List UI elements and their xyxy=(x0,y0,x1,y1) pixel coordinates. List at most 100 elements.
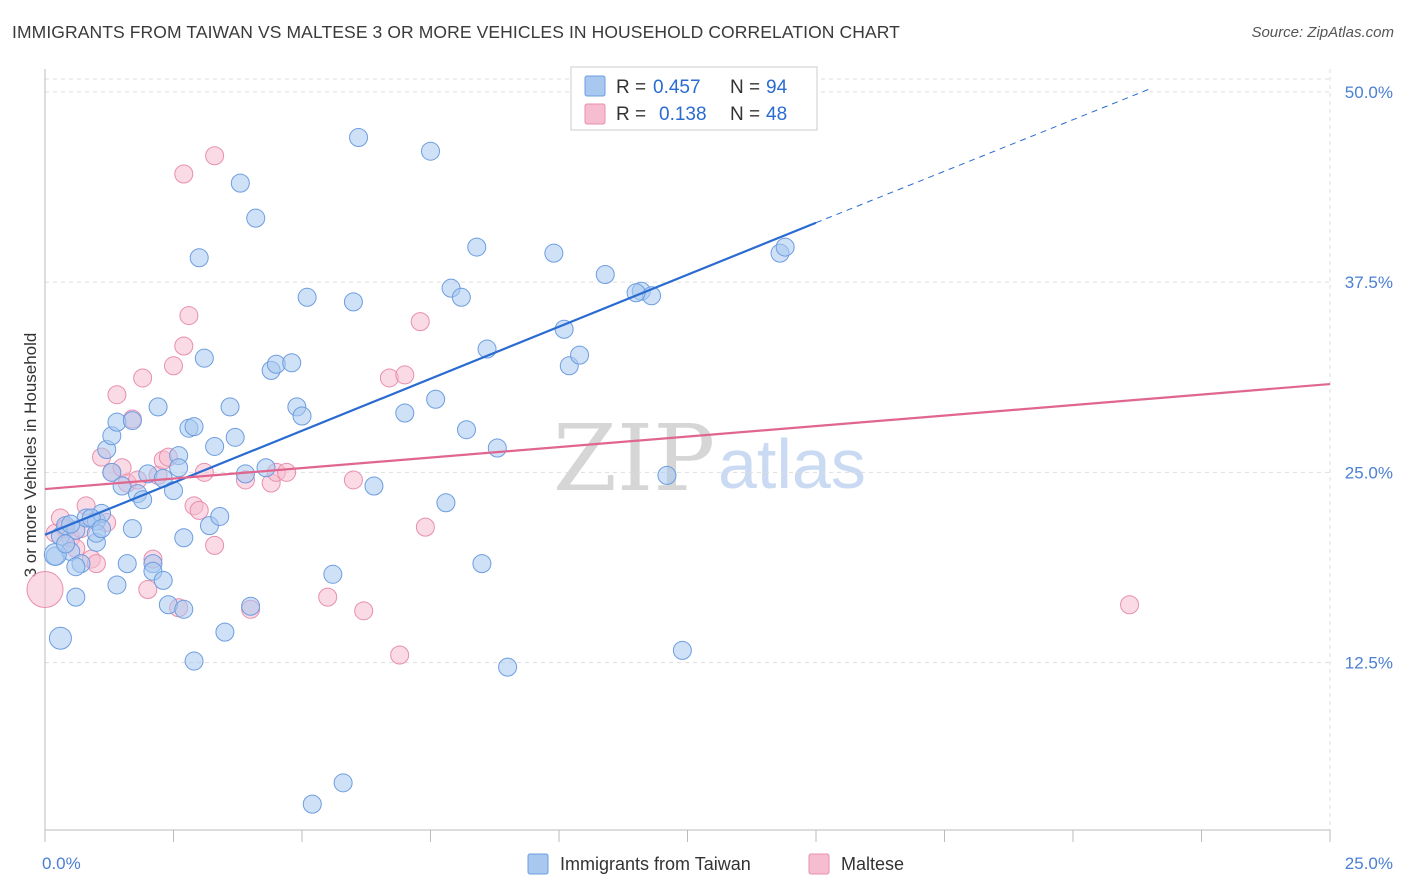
x-tick-label-1: 25.0% xyxy=(1345,854,1393,873)
legend-r-value-taiwan: 0.457 xyxy=(653,77,701,98)
maltese-point-32 xyxy=(174,164,194,184)
taiwan-point-46 xyxy=(225,427,245,447)
taiwan-point-34 xyxy=(174,528,194,548)
trendline-maltese xyxy=(44,382,1331,491)
taiwan-point-57 xyxy=(297,287,317,307)
taiwan-point-61 xyxy=(343,292,363,312)
taiwan-point-22 xyxy=(122,519,142,539)
taiwan-point-79 xyxy=(570,345,590,365)
x-tick-labels: 0.0% 25.0% xyxy=(42,854,1393,873)
legend-swatch-maltese xyxy=(584,103,606,125)
maltese-point-39 xyxy=(318,587,338,607)
watermark-atlas: atlas xyxy=(718,425,866,503)
y-tick-labels: 12.5% 25.0% 37.5% 50.0% xyxy=(1345,83,1393,673)
taiwan-point-47 xyxy=(230,173,250,193)
bottom-legend-label-maltese: Maltese xyxy=(841,854,904,874)
taiwan-point-56 xyxy=(292,406,312,426)
maltese-point-45 xyxy=(410,312,430,332)
bottom-legend-label-taiwan: Immigrants from Taiwan xyxy=(560,854,751,874)
taiwan-point-33 xyxy=(169,458,189,478)
taiwan-point-74 xyxy=(487,438,507,458)
taiwan-point-23 xyxy=(117,554,137,574)
maltese-point-29 xyxy=(189,500,209,520)
maltese-point-38 xyxy=(277,462,297,482)
taiwan-point-65 xyxy=(421,141,440,161)
taiwan-point-93 xyxy=(66,557,86,577)
legend-top-box xyxy=(570,66,818,131)
taiwan-point-55 xyxy=(282,353,302,373)
taiwan-point-50 xyxy=(246,208,266,228)
trendline-taiwan-extension xyxy=(815,88,1151,224)
taiwan-point-62 xyxy=(349,127,369,147)
taiwan-point-44 xyxy=(215,622,235,642)
legend-n-label-maltese: N = xyxy=(730,104,760,125)
taiwan-point-68 xyxy=(436,493,456,513)
maltese-point-44 xyxy=(395,365,415,385)
maltese-point-18 xyxy=(133,368,153,388)
maltese-point-41 xyxy=(354,601,374,621)
x-tick-label-0: 0.0% xyxy=(42,854,81,873)
legend-top: R = 0.457 N = 94 R = 0.138 N = 48 xyxy=(570,66,818,131)
maltese-point-0 xyxy=(26,571,64,609)
taiwan-point-42 xyxy=(205,436,225,456)
trendline-taiwan xyxy=(44,221,817,536)
taiwan-point-40 xyxy=(194,348,214,368)
maltese-point-43 xyxy=(390,645,410,665)
legend-r-label-taiwan: R = xyxy=(616,77,646,98)
maltese-point-13 xyxy=(107,385,127,405)
legend-r-value-maltese: 0.138 xyxy=(659,104,707,125)
chart-source: Source: ZipAtlas.com xyxy=(1251,24,1394,41)
taiwan-point-75 xyxy=(498,657,518,677)
maltese-point-27 xyxy=(179,306,199,326)
taiwan-point-69 xyxy=(451,287,471,307)
taiwan-point-24 xyxy=(107,575,127,595)
maltese-point-31 xyxy=(205,535,225,555)
maltese-point-19 xyxy=(138,580,158,600)
taiwan-point-35 xyxy=(174,599,194,619)
taiwan-point-37 xyxy=(184,417,204,437)
taiwan-point-17 xyxy=(102,462,122,482)
axes xyxy=(44,69,1331,842)
trendlines xyxy=(44,88,1331,536)
taiwan-point-59 xyxy=(323,564,343,584)
taiwan-point-70 xyxy=(456,420,476,440)
y-tick-label-0: 12.5% xyxy=(1345,654,1393,673)
taiwan-point-87 xyxy=(775,237,795,257)
maltese-point-47 xyxy=(1120,595,1140,615)
bottom-legend-swatch-maltese xyxy=(808,853,830,875)
taiwan-point-73 xyxy=(472,554,492,574)
legend-n-label-taiwan: N = xyxy=(730,77,760,98)
maltese-point-42 xyxy=(379,368,399,388)
taiwan-point-60 xyxy=(333,773,353,793)
taiwan-point-92 xyxy=(56,534,76,554)
taiwan-point-76 xyxy=(544,243,564,263)
maltese-point-40 xyxy=(343,470,363,490)
maltese-point-46 xyxy=(415,517,435,537)
taiwan-point-39 xyxy=(189,248,209,268)
taiwan-point-29 xyxy=(153,570,173,590)
taiwan-point-58 xyxy=(302,794,322,814)
maltese-point-26 xyxy=(174,336,194,356)
taiwan-point-66 xyxy=(426,389,446,409)
taiwan-point-27 xyxy=(148,397,168,417)
taiwan-point-38 xyxy=(184,651,204,671)
taiwan-point-64 xyxy=(395,403,415,423)
legend-n-value-maltese: 48 xyxy=(766,104,787,125)
taiwan-point-16 xyxy=(122,411,142,431)
y-tick-label-3: 50.0% xyxy=(1345,83,1393,102)
taiwan-point-80 xyxy=(595,264,615,284)
legend-n-value-taiwan: 94 xyxy=(766,77,788,98)
legend-swatch-taiwan xyxy=(584,75,606,97)
taiwan-point-53 xyxy=(256,458,276,478)
taiwan-point-8 xyxy=(66,587,86,607)
taiwan-point-63 xyxy=(364,476,384,496)
legend-bottom: Immigrants from Taiwan Maltese xyxy=(527,853,904,875)
maltese-point-33 xyxy=(205,146,225,166)
taiwan-point-49 xyxy=(241,596,261,616)
taiwan-point-43 xyxy=(210,506,230,526)
maltese-point-24 xyxy=(164,356,183,376)
legend-r-label-maltese: R = xyxy=(616,104,646,125)
y-axis-title: 3 or more Vehicles in Household xyxy=(21,333,40,578)
y-tick-label-2: 37.5% xyxy=(1345,273,1393,292)
